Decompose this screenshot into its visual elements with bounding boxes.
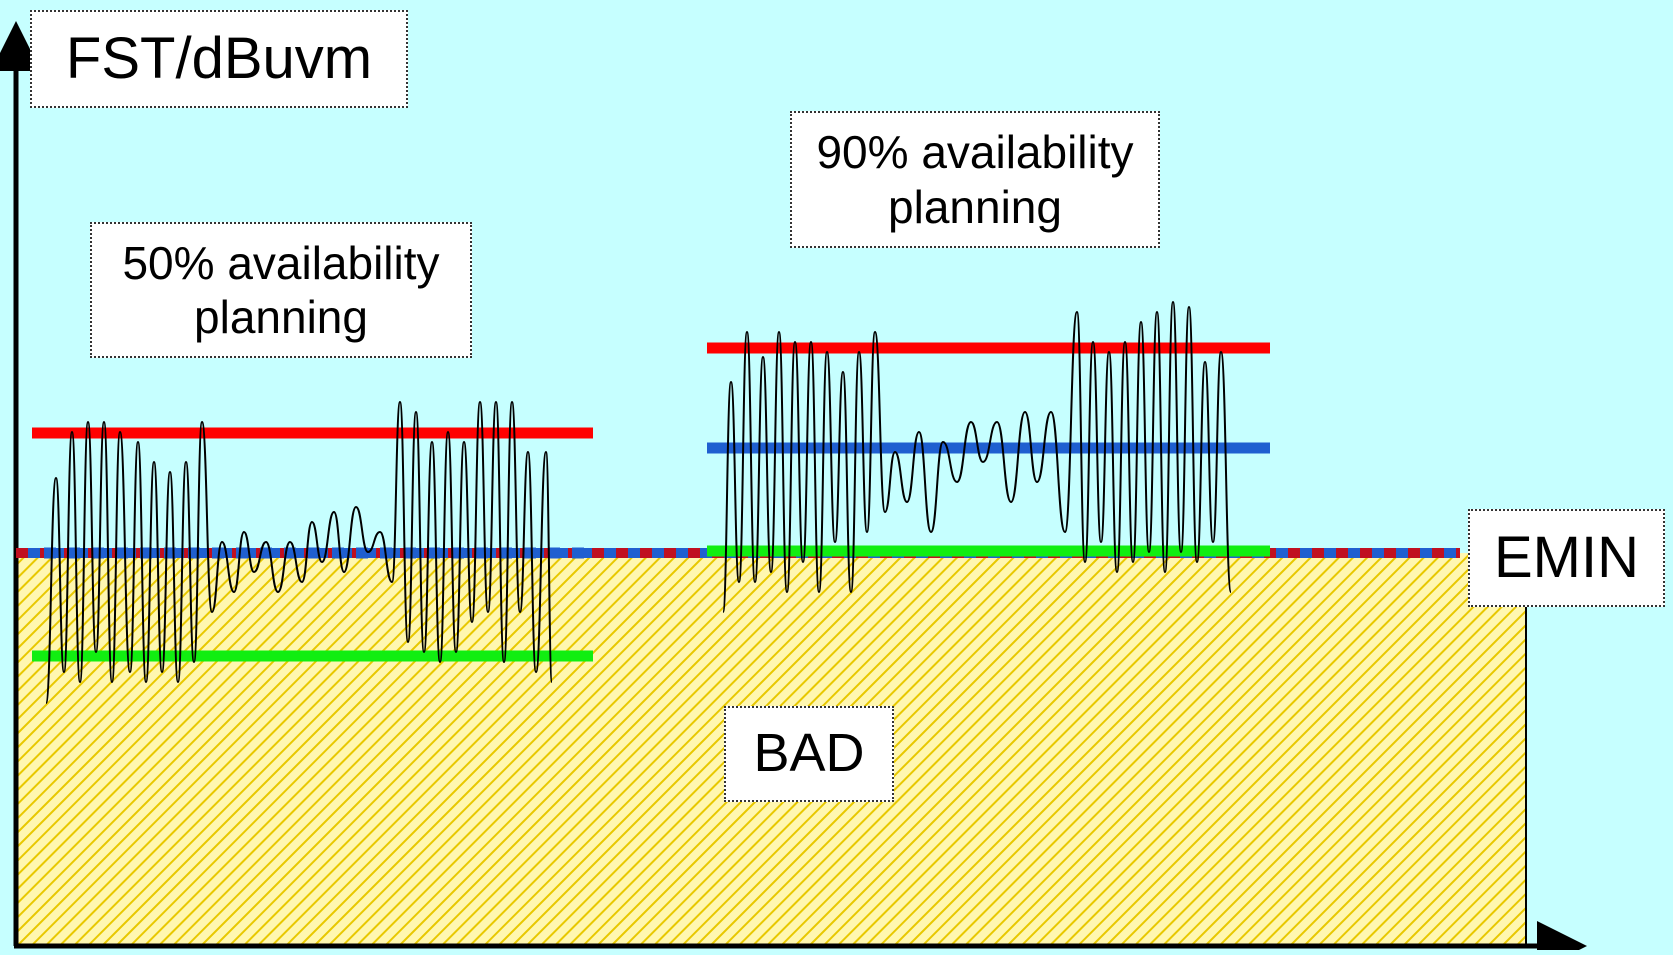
signal-trace-90 [722, 300, 1232, 613]
signal-trace-50 [45, 400, 553, 704]
caption-50-availability: 50% availability planning [90, 222, 472, 358]
caption-90-availability: 90% availability planning [790, 111, 1160, 248]
emin-label: EMIN [1468, 509, 1665, 607]
y-axis-label: FST/dBuvm [30, 10, 408, 108]
bad-label: BAD [724, 706, 894, 802]
